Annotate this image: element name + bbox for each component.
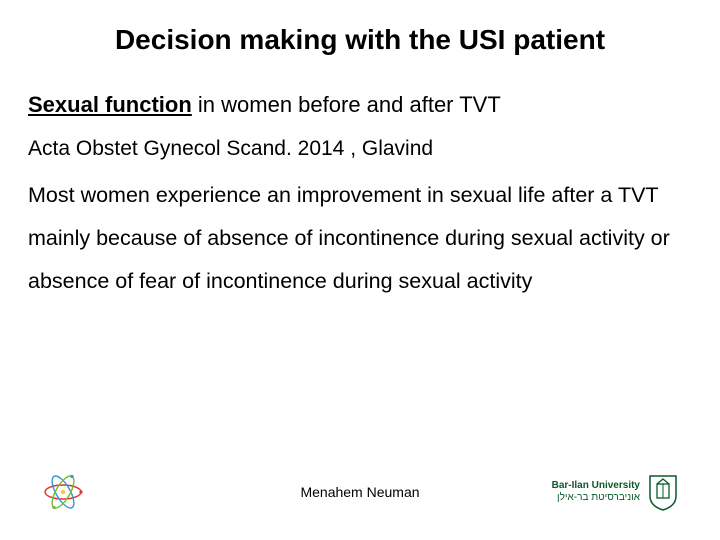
slide-content: Sexual function in women before and afte… — [28, 84, 692, 303]
bar-ilan-logo: Bar-Ilan University אוניברסיטת בר-אילן — [552, 472, 680, 512]
slide-footer: Menahem Neuman Bar-Ilan University אוניב… — [0, 462, 720, 522]
atom-logo-icon — [40, 469, 86, 515]
shield-icon — [646, 472, 680, 512]
footer-author: Menahem Neuman — [300, 484, 419, 500]
subheading: Sexual function in women before and afte… — [28, 84, 692, 127]
bar-ilan-en: Bar-Ilan University — [552, 480, 640, 492]
subheading-rest: in women before and after TVT — [192, 92, 501, 117]
citation-line: Acta Obstet Gynecol Scand. 2014 , Glavin… — [28, 129, 692, 170]
slide-title: Decision making with the USI patient — [28, 24, 692, 56]
slide: Decision making with the USI patient Sex… — [0, 0, 720, 540]
subheading-underlined: Sexual function — [28, 92, 192, 117]
bar-ilan-he: אוניברסיטת בר-אילן — [557, 492, 640, 504]
bar-ilan-logo-text: Bar-Ilan University אוניברסיטת בר-אילן — [552, 480, 640, 504]
body-paragraph: Most women experience an improvement in … — [28, 174, 692, 303]
